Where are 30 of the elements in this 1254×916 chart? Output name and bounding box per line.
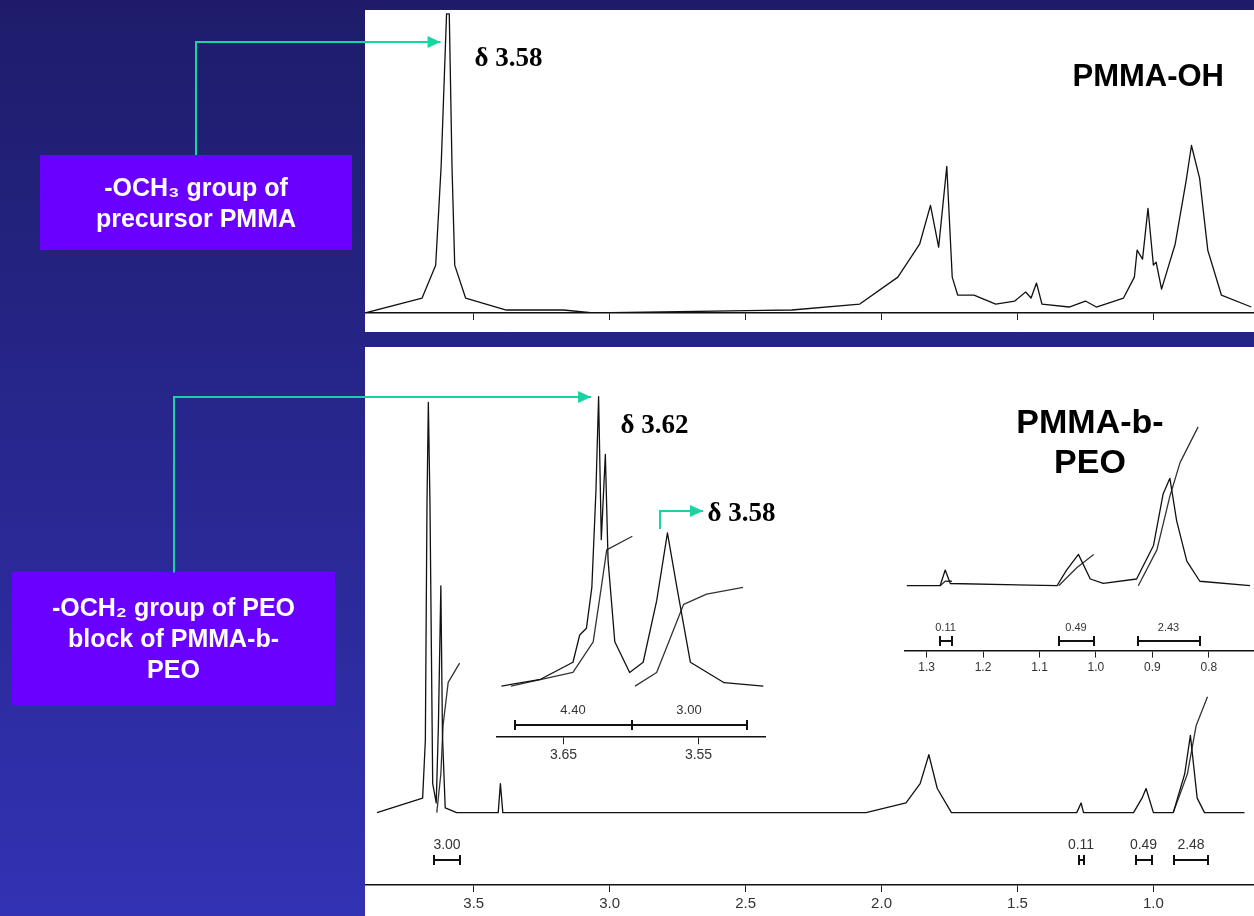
x-tick-label: 3.5: [463, 894, 485, 912]
x-tick-label: 2.5: [735, 894, 757, 912]
x-tick-label: 3.0: [599, 894, 621, 912]
text: -OCH₂ group of PEO block of PMMA-b-PEO: [12, 572, 335, 705]
text: -OCH₃ group of precursor PMMA: [40, 155, 352, 250]
x-tick-label: 0.8: [1200, 660, 1218, 675]
x-tick-label: 1.2: [974, 660, 992, 675]
annotation: δ 3.58: [474, 41, 543, 73]
annotation: 4.40: [559, 702, 587, 718]
annotation: δ 3.58: [707, 496, 776, 528]
x-tick-label: 1.5: [1007, 894, 1028, 912]
x-tick-label: 1.1: [1031, 660, 1049, 675]
x-tick-label: 1.0: [1087, 660, 1105, 675]
x-tick-label: 1.3: [918, 660, 936, 675]
annotation: 0.49: [1064, 620, 1088, 633]
annotation: 0.49: [1129, 836, 1158, 852]
annotation: 3.00: [432, 836, 462, 852]
x-tick-label: 3.65: [549, 746, 578, 763]
x-tick-label: 1.0: [1142, 894, 1164, 912]
text: PMMA-b-PEO: [1015, 402, 1165, 482]
annotation: 3.00: [675, 702, 703, 718]
x-tick-label: 2.0: [871, 894, 892, 912]
annotation: 0.11: [934, 620, 957, 633]
x-tick-label: 0.9: [1144, 660, 1162, 675]
x-tick-label: 3.55: [684, 746, 713, 763]
annotation: 2.48: [1177, 836, 1205, 852]
annotation: 2.43: [1156, 620, 1181, 633]
text: PMMA-OH: [1071, 58, 1224, 95]
annotation: δ 3.62: [620, 408, 689, 440]
annotation: 0.11: [1066, 836, 1096, 852]
